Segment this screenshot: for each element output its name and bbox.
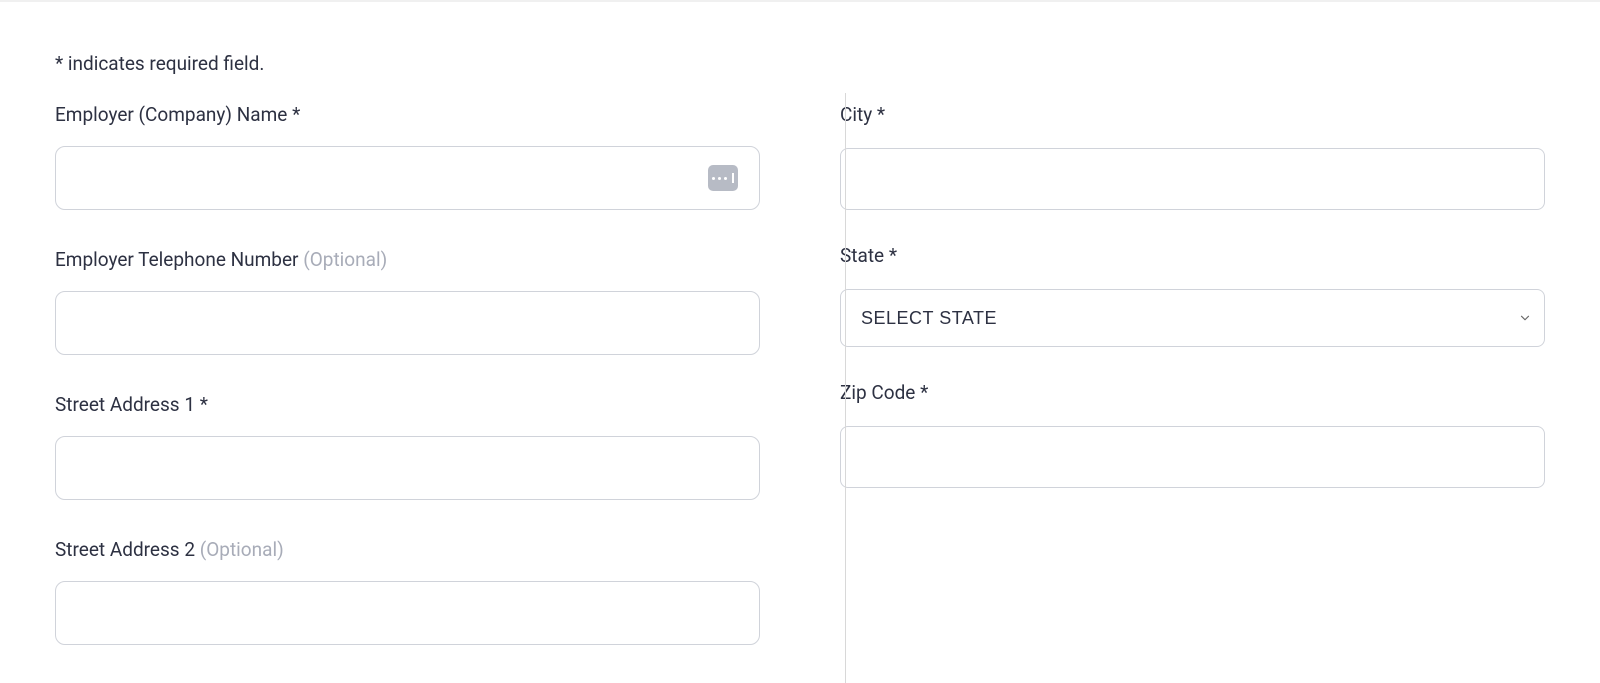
- required-field-note: * indicates required field.: [55, 52, 1545, 75]
- city-field: City *: [840, 103, 1545, 210]
- employer-name-input[interactable]: [55, 146, 760, 210]
- street-address-2-field: Street Address 2 (Optional): [55, 538, 760, 645]
- state-field: State * SELECT STATE: [840, 244, 1545, 347]
- employer-name-label: Employer (Company) Name *: [55, 103, 760, 126]
- form-columns: Employer (Company) Name * Emp: [55, 103, 1545, 683]
- column-divider: [845, 93, 846, 683]
- right-column: City * State * SELECT STATE Zip Code *: [800, 103, 1545, 683]
- employer-phone-input[interactable]: [55, 291, 760, 355]
- street-address-2-label: Street Address 2 (Optional): [55, 538, 760, 561]
- left-column: Employer (Company) Name * Emp: [55, 103, 800, 683]
- employer-phone-label: Employer Telephone Number (Optional): [55, 248, 760, 271]
- employer-name-input-wrap: [55, 146, 760, 210]
- city-label: City *: [840, 103, 1545, 126]
- street-address-2-input[interactable]: [55, 581, 760, 645]
- state-label: State *: [840, 244, 1545, 267]
- employer-name-field: Employer (Company) Name *: [55, 103, 760, 210]
- state-select[interactable]: SELECT STATE: [840, 289, 1545, 347]
- street-address-1-field: Street Address 1 *: [55, 393, 760, 500]
- employer-form: * indicates required field. Employer (Co…: [0, 2, 1600, 683]
- zip-label: Zip Code *: [840, 381, 1545, 404]
- street-address-1-input[interactable]: [55, 436, 760, 500]
- city-input[interactable]: [840, 148, 1545, 210]
- street-address-2-optional: (Optional): [200, 538, 284, 561]
- street-address-1-label: Street Address 1 *: [55, 393, 760, 416]
- autofill-icon[interactable]: [708, 165, 738, 191]
- zip-input[interactable]: [840, 426, 1545, 488]
- employer-phone-field: Employer Telephone Number (Optional): [55, 248, 760, 355]
- employer-phone-optional: (Optional): [303, 248, 387, 271]
- street-address-2-label-text: Street Address 2: [55, 538, 200, 561]
- zip-field: Zip Code *: [840, 381, 1545, 488]
- employer-phone-label-text: Employer Telephone Number: [55, 248, 303, 271]
